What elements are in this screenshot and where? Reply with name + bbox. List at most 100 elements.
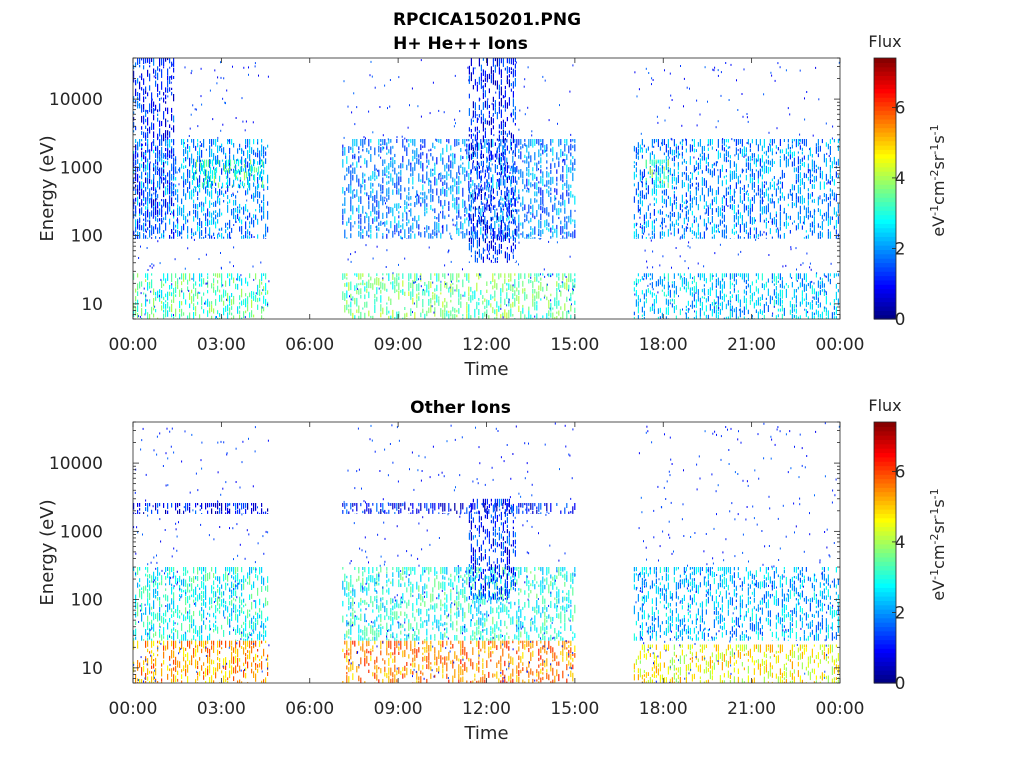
flux-cell bbox=[714, 235, 715, 239]
flux-cell bbox=[493, 262, 494, 263]
flux-cell bbox=[384, 159, 385, 163]
flux-cell bbox=[398, 211, 399, 213]
flux-cell bbox=[722, 197, 723, 204]
flux-cell bbox=[386, 153, 387, 155]
flux-cell bbox=[390, 161, 391, 168]
flux-cell bbox=[744, 190, 745, 192]
flux-cell bbox=[245, 298, 246, 307]
flux-cell bbox=[398, 220, 399, 228]
flux-cell bbox=[473, 120, 474, 122]
flux-cell bbox=[464, 273, 465, 277]
flux-cell bbox=[390, 79, 391, 81]
flux-cell bbox=[464, 214, 465, 217]
flux-cell bbox=[267, 211, 268, 220]
flux-cell bbox=[485, 77, 486, 81]
flux-cell bbox=[814, 161, 815, 169]
flux-cell bbox=[670, 197, 671, 206]
flux-cell bbox=[685, 139, 686, 141]
flux-cell bbox=[139, 65, 140, 68]
flux-cell bbox=[642, 235, 643, 238]
flux-cell bbox=[668, 160, 669, 167]
flux-cell bbox=[236, 278, 237, 280]
flux-cell bbox=[448, 288, 449, 293]
flux-cell bbox=[469, 108, 470, 116]
flux-cell bbox=[471, 218, 472, 224]
flux-cell bbox=[700, 154, 701, 157]
flux-cell bbox=[666, 144, 667, 153]
flux-cell bbox=[191, 161, 192, 164]
flux-cell bbox=[820, 231, 821, 237]
flux-cell bbox=[794, 304, 795, 308]
flux-cell bbox=[682, 180, 683, 188]
flux-cell bbox=[239, 315, 240, 320]
flux-cell bbox=[716, 208, 717, 212]
flux-cell bbox=[670, 212, 671, 215]
flux-cell bbox=[145, 150, 146, 153]
flux-cell bbox=[432, 292, 433, 294]
flux-cell bbox=[574, 278, 575, 282]
flux-cell bbox=[225, 223, 226, 228]
flux-cell bbox=[470, 287, 471, 292]
flux-cell bbox=[175, 281, 176, 287]
flux-cell bbox=[824, 307, 825, 309]
flux-cell bbox=[798, 223, 799, 229]
flux-cell bbox=[478, 316, 479, 319]
flux-cell bbox=[408, 273, 409, 281]
flux-cell bbox=[386, 220, 387, 224]
flux-cell bbox=[197, 156, 198, 162]
flux-cell bbox=[479, 217, 480, 225]
flux-cell bbox=[820, 209, 821, 216]
flux-cell bbox=[157, 181, 158, 188]
flux-cell bbox=[263, 211, 264, 219]
flux-cell bbox=[720, 208, 721, 217]
flux-cell bbox=[406, 222, 407, 226]
flux-cell bbox=[412, 139, 413, 146]
flux-cell bbox=[163, 199, 164, 206]
flux-cell bbox=[520, 169, 521, 178]
flux-cell bbox=[540, 278, 541, 281]
flux-cell bbox=[748, 139, 749, 145]
flux-cell bbox=[479, 114, 480, 117]
flux-cell bbox=[776, 223, 777, 225]
flux-cell bbox=[358, 221, 359, 224]
flux-cell bbox=[717, 169, 718, 171]
flux-cell bbox=[799, 134, 800, 136]
flux-cell bbox=[420, 161, 421, 168]
flux-cell bbox=[722, 296, 723, 300]
flux-cell bbox=[388, 230, 389, 234]
flux-cell bbox=[668, 273, 669, 281]
flux-cell bbox=[532, 237, 533, 238]
flux-cell bbox=[682, 225, 683, 228]
flux-cell bbox=[708, 296, 709, 302]
flux-cell bbox=[470, 315, 471, 319]
flux-cell bbox=[552, 232, 553, 238]
x-tick-label: 12:00 bbox=[462, 335, 511, 355]
flux-cell bbox=[147, 201, 148, 207]
flux-cell bbox=[638, 205, 639, 213]
flux-cell bbox=[189, 146, 190, 152]
flux-cell bbox=[344, 147, 345, 156]
flux-cell bbox=[222, 284, 223, 286]
flux-cell bbox=[674, 294, 675, 298]
flux-cell bbox=[368, 205, 369, 210]
flux-cell bbox=[384, 197, 385, 199]
flux-cell bbox=[233, 143, 234, 148]
flux-cell bbox=[207, 290, 208, 293]
flux-cell bbox=[181, 309, 182, 317]
flux-cell bbox=[143, 233, 144, 239]
flux-cell bbox=[479, 238, 480, 247]
flux-cell bbox=[556, 292, 557, 300]
flux-cell bbox=[424, 139, 425, 148]
flux-cell bbox=[782, 277, 783, 280]
flux-cell bbox=[722, 145, 723, 151]
flux-cell bbox=[491, 117, 492, 125]
flux-cell bbox=[662, 290, 663, 292]
flux-cell bbox=[497, 165, 498, 169]
flux-cell bbox=[396, 190, 397, 195]
flux-cell bbox=[199, 292, 200, 294]
flux-cell bbox=[678, 167, 679, 171]
flux-cell bbox=[756, 280, 757, 284]
flux-cell bbox=[481, 185, 482, 187]
flux-cell bbox=[157, 202, 158, 209]
flux-cell bbox=[674, 228, 675, 236]
